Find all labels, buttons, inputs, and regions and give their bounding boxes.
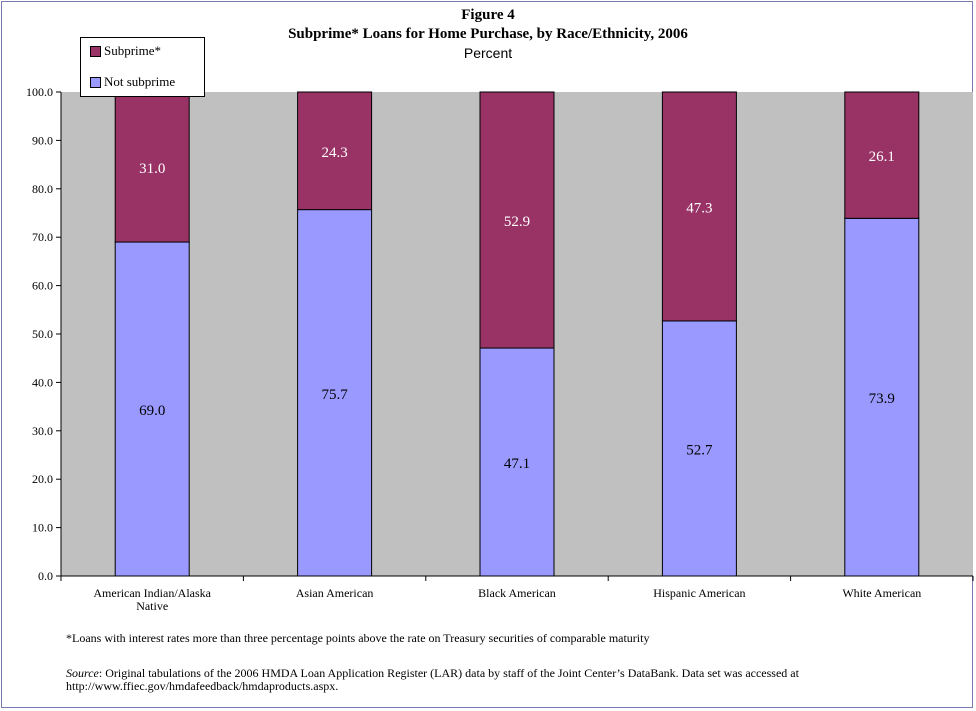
x-tick-label: Native (136, 599, 168, 613)
legend: Subprime* Not subprime (80, 37, 205, 97)
bar-subprime (114, 91, 190, 243)
y-tick-label: 30.0 (32, 424, 53, 438)
data-label-not-subprime: 52.7 (686, 442, 713, 458)
data-label-not-subprime: 47.1 (504, 456, 530, 472)
x-tick-label: Asian American (296, 586, 374, 600)
y-tick-label: 80.0 (32, 182, 53, 196)
chart-subtitle: Subprime* Loans for Home Purchase, by Ra… (288, 26, 688, 42)
legend-label-subprime: Subprime* (104, 43, 162, 58)
data-label-subprime: 31.0 (139, 161, 165, 177)
y-tick-label: 90.0 (32, 133, 53, 147)
bar-not-subprime (479, 347, 555, 577)
x-tick-label: White American (842, 586, 921, 600)
y-tick-label: 100.0 (26, 85, 53, 99)
chart-title: Figure 4 (461, 7, 515, 23)
data-label-not-subprime: 75.7 (321, 387, 348, 403)
y-tick-label: 50.0 (32, 327, 53, 341)
bar-subprime (661, 91, 737, 322)
data-label-subprime: 24.3 (321, 145, 347, 161)
y-tick-label: 60.0 (32, 279, 53, 293)
bar-subprime (844, 91, 920, 219)
legend-entry-subprime: Subprime* (90, 43, 161, 59)
bar-subprime (479, 91, 555, 349)
bar-subprime (297, 91, 373, 211)
bar-not-subprime (661, 320, 737, 577)
data-label-not-subprime: 69.0 (139, 403, 165, 419)
bar-not-subprime (114, 241, 190, 577)
chart-titles: Figure 4 Subprime* Loans for Home Purcha… (0, 6, 976, 63)
data-label-subprime: 47.3 (686, 200, 712, 216)
y-tick-label: 10.0 (32, 521, 53, 535)
source-note: Source: Original tabulations of the 2006… (66, 667, 956, 693)
source-label: Source (66, 666, 99, 680)
y-tick-label: 0.0 (38, 569, 53, 583)
y-tick-label: 40.0 (32, 375, 53, 389)
chart-unit-label: Percent (463, 45, 513, 61)
bar-not-subprime (844, 217, 920, 577)
data-label-subprime: 26.1 (869, 149, 895, 165)
legend-swatch-not-subprime (90, 76, 101, 88)
legend-swatch-subprime (90, 45, 101, 57)
y-tick-label: 70.0 (32, 230, 53, 244)
legend-entry-not-subprime: Not subprime (90, 74, 175, 90)
data-label-not-subprime: 73.9 (869, 391, 895, 407)
y-tick-label: 20.0 (32, 472, 53, 486)
legend-label-not-subprime: Not subprime (104, 74, 176, 89)
x-tick-label: Hispanic American (653, 586, 745, 600)
source-text: : Original tabulations of the 2006 HMDA … (66, 666, 799, 693)
x-tick-label: Black American (478, 586, 556, 600)
footnote: *Loans with interest rates more than thr… (66, 631, 650, 645)
x-tick-label: American Indian/Alaska (93, 586, 211, 600)
data-label-subprime: 52.9 (504, 214, 530, 230)
